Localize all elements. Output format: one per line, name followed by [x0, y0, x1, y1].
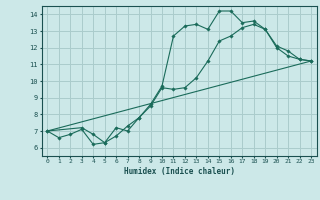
X-axis label: Humidex (Indice chaleur): Humidex (Indice chaleur)	[124, 167, 235, 176]
